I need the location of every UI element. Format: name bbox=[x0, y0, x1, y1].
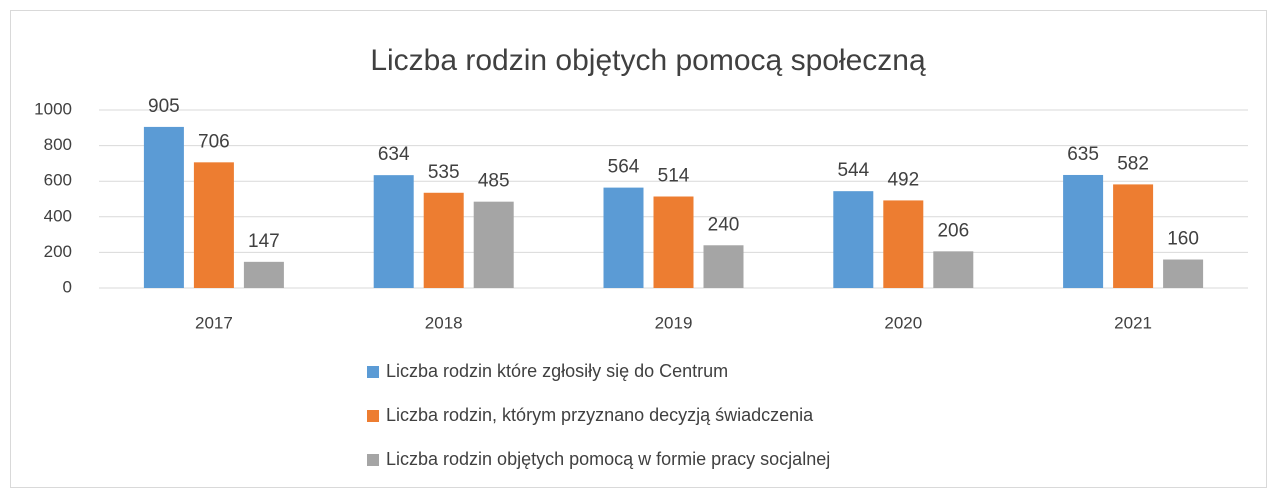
bar bbox=[143, 126, 184, 288]
bar bbox=[603, 187, 644, 288]
x-tick-label: 2020 bbox=[884, 313, 922, 332]
y-tick-label: 600 bbox=[44, 171, 72, 190]
bar bbox=[193, 162, 234, 288]
data-label: 535 bbox=[428, 162, 460, 183]
legend-swatch bbox=[367, 454, 379, 466]
legend-label: Liczba rodzin objętych pomocą w formie p… bbox=[386, 449, 830, 469]
chart-title: Liczba rodzin objętych pomocą społeczną bbox=[370, 44, 926, 77]
data-label: 147 bbox=[248, 231, 280, 252]
bar bbox=[653, 196, 694, 288]
bar bbox=[833, 191, 874, 288]
bar bbox=[243, 261, 284, 288]
legend-swatch bbox=[367, 366, 379, 378]
bar bbox=[933, 251, 974, 288]
bar bbox=[373, 175, 414, 288]
data-label: 514 bbox=[658, 166, 690, 187]
x-tick-label: 2019 bbox=[655, 313, 693, 332]
data-label: 564 bbox=[608, 157, 640, 178]
data-label: 544 bbox=[837, 160, 869, 181]
y-tick-label: 200 bbox=[44, 242, 72, 261]
data-label: 160 bbox=[1167, 229, 1199, 250]
data-label: 492 bbox=[887, 169, 919, 190]
data-label: 240 bbox=[708, 214, 740, 235]
y-tick-label: 1000 bbox=[34, 99, 72, 118]
y-tick-label: 800 bbox=[44, 135, 72, 154]
data-label: 635 bbox=[1067, 144, 1099, 165]
bar bbox=[1063, 174, 1104, 288]
bar bbox=[1113, 184, 1154, 288]
data-label: 634 bbox=[378, 144, 410, 165]
bar bbox=[473, 201, 514, 288]
x-tick-label: 2021 bbox=[1114, 313, 1152, 332]
y-tick-label: 400 bbox=[44, 206, 72, 225]
bar bbox=[1163, 259, 1204, 288]
data-label: 485 bbox=[478, 171, 510, 192]
x-tick-label: 2017 bbox=[195, 313, 233, 332]
x-tick-label: 2018 bbox=[425, 313, 463, 332]
y-tick-label: 0 bbox=[63, 277, 72, 296]
bar bbox=[703, 245, 744, 288]
bar bbox=[883, 200, 924, 288]
legend-label: Liczba rodzin, którym przyznano decyzją … bbox=[386, 405, 814, 425]
data-label: 582 bbox=[1117, 153, 1149, 174]
data-label: 706 bbox=[198, 131, 230, 152]
legend-swatch bbox=[367, 410, 379, 422]
data-label: 206 bbox=[937, 220, 969, 241]
legend-label: Liczba rodzin które zgłosiły się do Cent… bbox=[386, 361, 728, 381]
bar bbox=[423, 192, 464, 288]
data-label: 905 bbox=[148, 96, 180, 117]
